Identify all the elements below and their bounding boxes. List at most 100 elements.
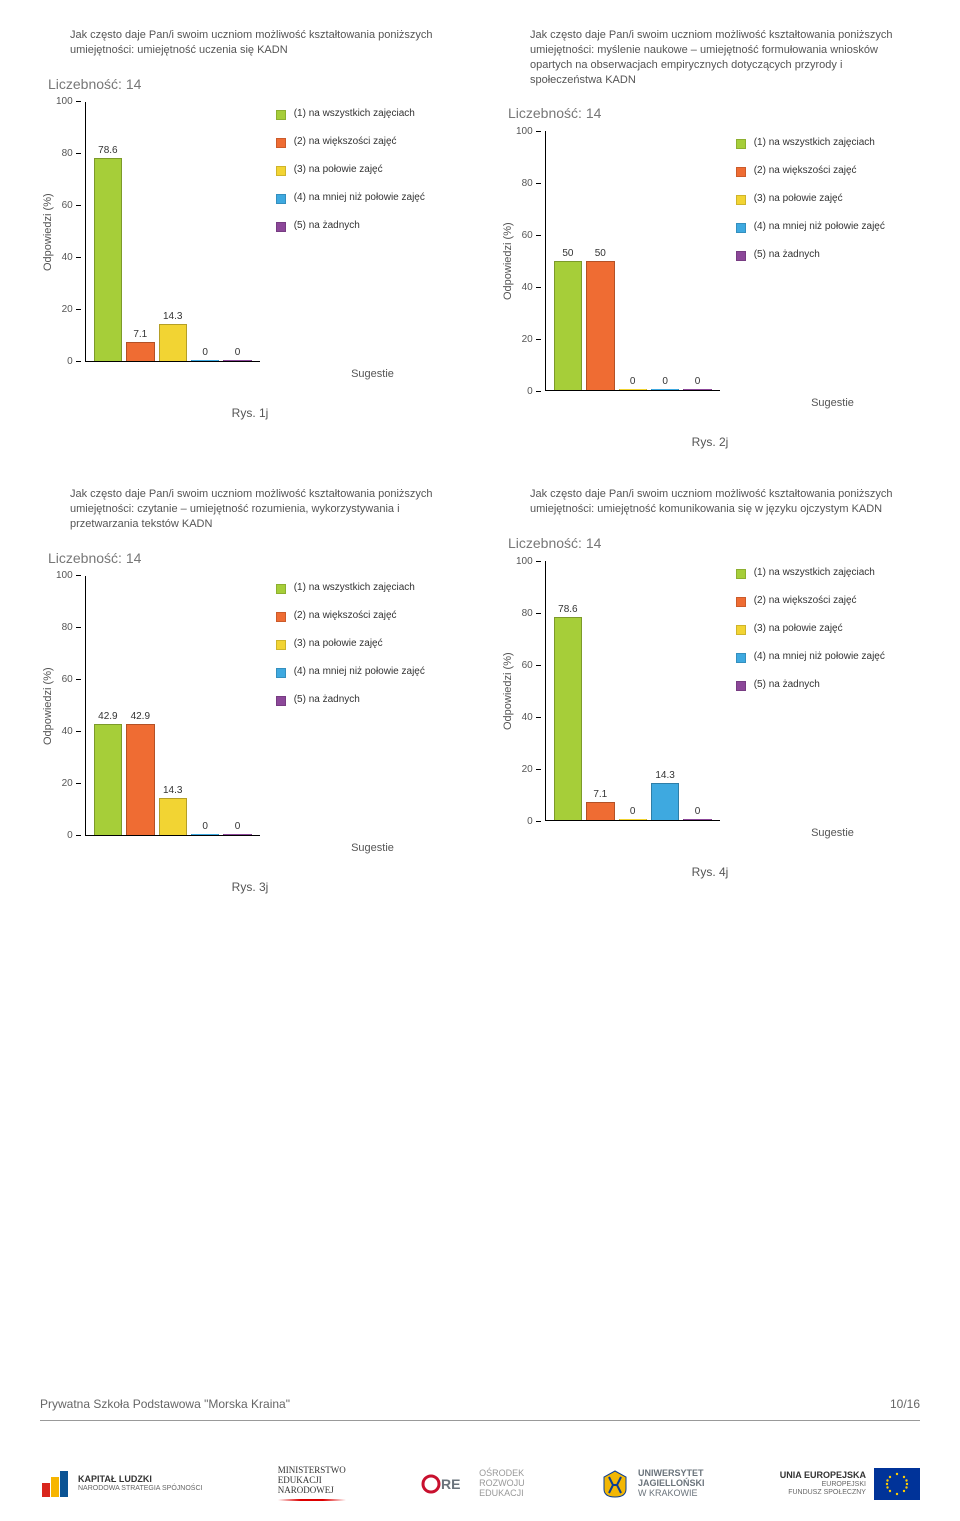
bar-3: 0 — [619, 376, 647, 390]
y-axis-ticks: 100806040200 — [516, 561, 545, 821]
bar-rect — [586, 802, 614, 820]
kapital-icon — [40, 1469, 70, 1499]
bar-3: 14.3 — [159, 785, 187, 835]
legend-label: (1) na wszystkich zajęciach — [294, 582, 415, 593]
bar-1: 78.6 — [94, 145, 122, 361]
bar-value-label: 42.9 — [98, 711, 117, 722]
bar-value-label: 0 — [630, 806, 636, 817]
legend-item-1: (1) na wszystkich zajęciach — [276, 108, 425, 120]
bar-value-label: 0 — [695, 806, 701, 817]
bar-4: 0 — [191, 821, 219, 835]
legend-label: (2) na większości zajęć — [754, 165, 857, 176]
bar-value-label: 0 — [662, 376, 668, 387]
bar-value-label: 78.6 — [558, 604, 577, 615]
logo-ministerstwo: MINISTERSTWO EDUKACJI NARODOWEJ — [278, 1466, 346, 1501]
legend-swatch — [276, 668, 286, 678]
legend-label: (4) na mniej niż połowie zajęć — [754, 221, 885, 232]
legend-swatch — [276, 110, 286, 120]
bar-4: 0 — [651, 376, 679, 390]
bar-1: 78.6 — [554, 604, 582, 820]
bar-rect — [191, 360, 219, 361]
svg-text:RE: RE — [441, 1476, 460, 1492]
y-axis-ticks: 100806040200 — [516, 131, 545, 391]
legend-swatch — [736, 653, 746, 663]
legend-swatch — [736, 681, 746, 691]
bar-value-label: 14.3 — [655, 770, 674, 781]
bar-value-label: 7.1 — [593, 789, 607, 800]
chart-block-1: Jak często daje Pan/i swoim uczniom możl… — [40, 20, 460, 459]
legend-item-4: (4) na mniej niż połowie zajęć — [276, 192, 425, 204]
legend-swatch — [276, 222, 286, 232]
bar-rect — [683, 389, 711, 390]
bar-value-label: 0 — [630, 376, 636, 387]
legend-item-4: (4) na mniej niż połowie zajęć — [736, 651, 885, 663]
logo-eu: UNIA EUROPEJSKA EUROPEJSKI FUNDUSZ SPOŁE… — [780, 1468, 920, 1500]
bar-value-label: 14.3 — [163, 785, 182, 796]
bar-1: 42.9 — [94, 711, 122, 835]
legend-label: (1) na wszystkich zajęciach — [294, 108, 415, 119]
x-axis-label: Sugestie — [745, 397, 920, 409]
legend-label: (3) na połowie zajęć — [294, 638, 383, 649]
page-number: 10/16 — [890, 1397, 920, 1411]
legend-item-2: (2) na większości zajęć — [276, 136, 425, 148]
legend-swatch — [736, 625, 746, 635]
figure-caption: Rys. 3j — [40, 880, 460, 894]
chart-title: Jak często daje Pan/i swoim uczniom możl… — [70, 28, 440, 58]
legend-item-2: (2) na większości zajęć — [736, 165, 885, 177]
bar-rect — [191, 834, 219, 835]
bar-value-label: 50 — [595, 248, 606, 259]
legend-swatch — [736, 167, 746, 177]
legend-label: (3) na połowie zajęć — [754, 193, 843, 204]
logo-uj: UNIWERSYTET JAGIELLOŃSKI W KRAKOWIE — [600, 1469, 705, 1499]
legend-item-2: (2) na większości zajęć — [276, 610, 425, 622]
legend-item-3: (3) na połowie zajęć — [736, 623, 885, 635]
x-axis-label: Sugestie — [745, 827, 920, 839]
chart-title: Jak często daje Pan/i swoim uczniom możl… — [70, 487, 440, 532]
bar-5: 0 — [683, 376, 711, 390]
bar-3: 14.3 — [159, 311, 187, 361]
bar-3: 0 — [619, 806, 647, 820]
legend: (1) na wszystkich zajęciach (2) na większ… — [276, 576, 425, 706]
bar-5: 0 — [223, 347, 251, 361]
legend-label: (4) na mniej niż połowie zajęć — [294, 666, 425, 677]
bar-value-label: 0 — [235, 821, 241, 832]
figure-caption: Rys. 4j — [500, 865, 920, 879]
bar-rect — [586, 261, 614, 390]
y-axis-label: Odpowiedzi (%) — [40, 576, 56, 836]
ore-icon: RE — [421, 1467, 471, 1501]
legend-label: (5) na żadnych — [294, 694, 360, 705]
chart-title: Jak często daje Pan/i swoim uczniom możl… — [530, 28, 900, 87]
bar-4: 0 — [191, 347, 219, 361]
bar-4: 14.3 — [651, 770, 679, 820]
legend-item-3: (3) na połowie zajęć — [276, 638, 425, 650]
x-axis-label: Sugestie — [285, 368, 460, 380]
bar-value-label: 78.6 — [98, 145, 117, 156]
legend: (1) na wszystkich zajęciach (2) na większ… — [736, 131, 885, 261]
legend-swatch — [276, 640, 286, 650]
figure-caption: Rys. 2j — [500, 435, 920, 449]
x-axis-label: Sugestie — [285, 842, 460, 854]
count-label: Liczebność: 14 — [508, 535, 920, 551]
legend-label: (2) na większości zajęć — [294, 610, 397, 621]
bar-value-label: 50 — [562, 248, 573, 259]
legend-item-3: (3) na połowie zajęć — [736, 193, 885, 205]
legend-item-2: (2) na większości zajęć — [736, 595, 885, 607]
legend-item-1: (1) na wszystkich zajęciach — [736, 567, 885, 579]
chart-block-3: Jak często daje Pan/i swoim uczniom możl… — [40, 479, 460, 904]
legend-label: (5) na żadnych — [754, 249, 820, 260]
legend-item-1: (1) na wszystkich zajęciach — [736, 137, 885, 149]
y-axis-label: Odpowiedzi (%) — [40, 102, 56, 362]
y-axis-ticks: 100806040200 — [56, 102, 85, 362]
chart-block-4: Jak często daje Pan/i swoim uczniom możl… — [500, 479, 920, 904]
legend-item-4: (4) na mniej niż połowie zajęć — [736, 221, 885, 233]
legend-swatch — [276, 696, 286, 706]
bar-value-label: 0 — [202, 347, 208, 358]
school-name: Prywatna Szkoła Podstawowa "Morska Krain… — [40, 1397, 290, 1411]
bar-value-label: 0 — [235, 347, 241, 358]
legend-label: (3) na połowie zajęć — [294, 164, 383, 175]
legend-label: (2) na większości zajęć — [294, 136, 397, 147]
legend-item-5: (5) na żadnych — [276, 694, 425, 706]
legend-item-3: (3) na połowie zajęć — [276, 164, 425, 176]
logo-kapital-ludzki: KAPITAŁ LUDZKI NARODOWA STRATEGIA SPÓJNO… — [40, 1469, 202, 1499]
footer-logos: KAPITAŁ LUDZKI NARODOWA STRATEGIA SPÓJNO… — [40, 1466, 920, 1501]
